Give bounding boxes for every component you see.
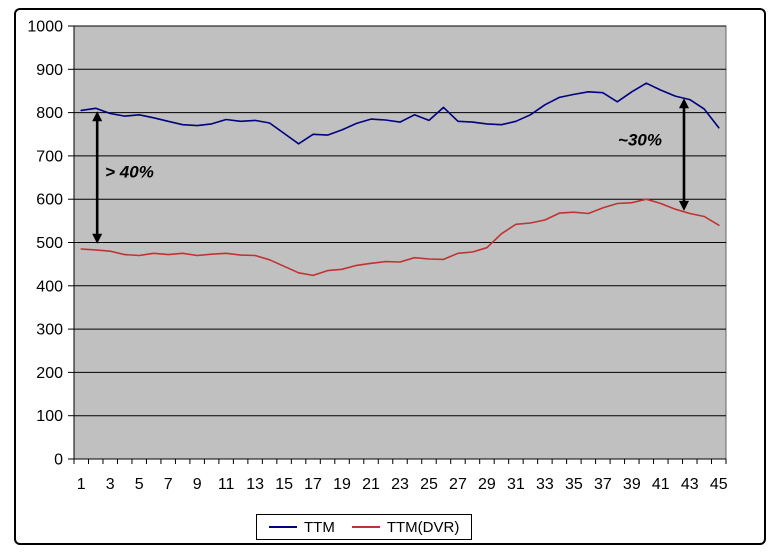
x-tick-label: 17 bbox=[304, 476, 322, 493]
legend-label-ttm-dvr: TTM(DVR) bbox=[386, 518, 460, 536]
x-tick-label: 1 bbox=[77, 476, 86, 493]
arrowhead-down-icon bbox=[678, 200, 689, 211]
x-tick-label: 33 bbox=[536, 476, 554, 493]
annotation-label: ~30% bbox=[618, 131, 662, 150]
x-tick-label: 19 bbox=[333, 476, 351, 493]
x-tick-label: 9 bbox=[193, 476, 202, 493]
x-tick-label: 3 bbox=[106, 476, 115, 493]
y-tick-label: 200 bbox=[36, 365, 63, 382]
x-tick-label: 15 bbox=[275, 476, 293, 493]
y-tick-label: 500 bbox=[36, 235, 63, 252]
x-tick-label: 39 bbox=[623, 476, 641, 493]
y-tick-label: 800 bbox=[36, 105, 63, 122]
gridlines bbox=[74, 25, 726, 460]
y-tick-label: 300 bbox=[36, 322, 63, 339]
x-tick-label: 29 bbox=[478, 476, 496, 493]
arrowhead-up-icon bbox=[678, 98, 689, 109]
ttm-line-sample bbox=[269, 526, 297, 528]
y-tick-label: 600 bbox=[36, 192, 63, 209]
y-tick-label: 0 bbox=[54, 452, 63, 469]
x-tick-label: 27 bbox=[449, 476, 467, 493]
arrowhead-down-icon bbox=[92, 233, 103, 244]
ttm-dvr-series-line bbox=[80, 198, 720, 277]
x-tick-label: 23 bbox=[391, 476, 409, 493]
legend: TTM TTM(DVR) bbox=[256, 514, 473, 540]
y-tick-label: 400 bbox=[36, 278, 63, 295]
y-tick-label: 700 bbox=[36, 148, 63, 165]
x-tick-label: 37 bbox=[594, 476, 612, 493]
x-tick-label: 43 bbox=[681, 476, 699, 493]
x-tick-label: 13 bbox=[246, 476, 264, 493]
y-axis: 0 100 200 300 400 500 600 700 800 900 1000 bbox=[27, 19, 75, 469]
x-tick-label: 7 bbox=[164, 476, 173, 493]
arrowhead-up-icon bbox=[92, 111, 103, 122]
annotations: > 40% ~30% bbox=[92, 98, 689, 244]
ttm-series-line bbox=[80, 82, 720, 145]
x-tick-label: 45 bbox=[710, 476, 728, 493]
y-tick-label: 1000 bbox=[27, 19, 63, 36]
x-tick-label: 25 bbox=[420, 476, 438, 493]
y-tick-label: 900 bbox=[36, 62, 63, 79]
x-tick-label: 21 bbox=[362, 476, 380, 493]
ttm-dvr-line-sample bbox=[351, 526, 380, 528]
x-tick-label: 35 bbox=[565, 476, 583, 493]
x-tick-label: 11 bbox=[218, 476, 235, 493]
y-tick-label: 100 bbox=[36, 408, 63, 425]
annotation-label: > 40% bbox=[105, 162, 154, 181]
x-tick-label: 31 bbox=[507, 476, 525, 493]
legend-label-ttm: TTM bbox=[304, 518, 335, 536]
x-tick-label: 5 bbox=[135, 476, 144, 493]
x-axis: 1 3 5 7 9 11 13 15 17 19 21 23 25 27 29 31 33 35 37 39 41 43 4… bbox=[73, 458, 728, 493]
x-tick-label: 41 bbox=[652, 476, 670, 493]
